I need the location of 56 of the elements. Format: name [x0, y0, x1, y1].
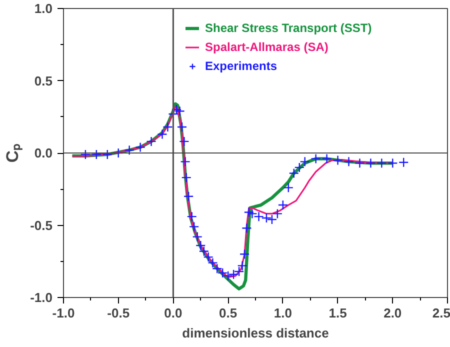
point — [310, 154, 321, 164]
y-tick-label: 0.5 — [34, 73, 53, 88]
point — [247, 208, 258, 219]
x-axis-title: dimensionless distance — [182, 326, 329, 340]
point — [135, 142, 146, 152]
x-tick-label: -1.0 — [52, 306, 75, 320]
y-tick-label: 1.0 — [34, 1, 53, 16]
x-tick-label: 1.5 — [328, 306, 347, 320]
y-axis-title: Cₚ — [3, 143, 24, 163]
point — [102, 149, 112, 160]
point — [180, 156, 190, 167]
point — [239, 249, 250, 260]
point — [376, 158, 387, 168]
point — [217, 268, 228, 278]
point — [146, 136, 156, 147]
point — [91, 149, 102, 160]
legend-label: Shear Stress Transport (SST) — [205, 21, 372, 35]
point — [278, 200, 288, 210]
point — [244, 207, 254, 218]
point — [183, 191, 194, 202]
point — [80, 149, 91, 160]
point — [283, 182, 294, 193]
point — [176, 122, 188, 132]
point — [242, 223, 252, 234]
y-tick-label: -1.0 — [30, 290, 53, 305]
legend-label: Spalart-Allmaras (SA) — [205, 40, 328, 54]
point — [254, 211, 264, 222]
point — [186, 211, 197, 222]
point — [212, 264, 222, 274]
legend-label: Experiments — [205, 59, 278, 73]
point — [344, 156, 354, 167]
point — [332, 155, 343, 166]
point — [203, 252, 214, 262]
point — [124, 145, 134, 156]
point — [208, 258, 218, 268]
point — [179, 136, 190, 147]
y-tick-label: 0.0 — [34, 146, 53, 160]
x-tick-label: -0.5 — [107, 306, 130, 320]
x-tick-label: 2.5 — [432, 306, 450, 320]
point — [322, 154, 332, 164]
point — [181, 172, 192, 183]
y-tick-label: -0.5 — [30, 218, 53, 233]
point — [366, 158, 376, 168]
point — [198, 246, 210, 256]
point — [188, 222, 200, 232]
point — [388, 158, 398, 168]
x-tick-label: 2.0 — [384, 306, 402, 320]
point — [222, 270, 234, 281]
x-tick-label: 0.5 — [219, 306, 238, 320]
x-tick-label: 1.0 — [274, 306, 292, 320]
point — [398, 157, 409, 168]
point — [192, 232, 202, 242]
x-tick-label: 0.0 — [164, 306, 182, 320]
point — [261, 212, 272, 224]
point — [196, 240, 206, 251]
point — [354, 158, 365, 168]
